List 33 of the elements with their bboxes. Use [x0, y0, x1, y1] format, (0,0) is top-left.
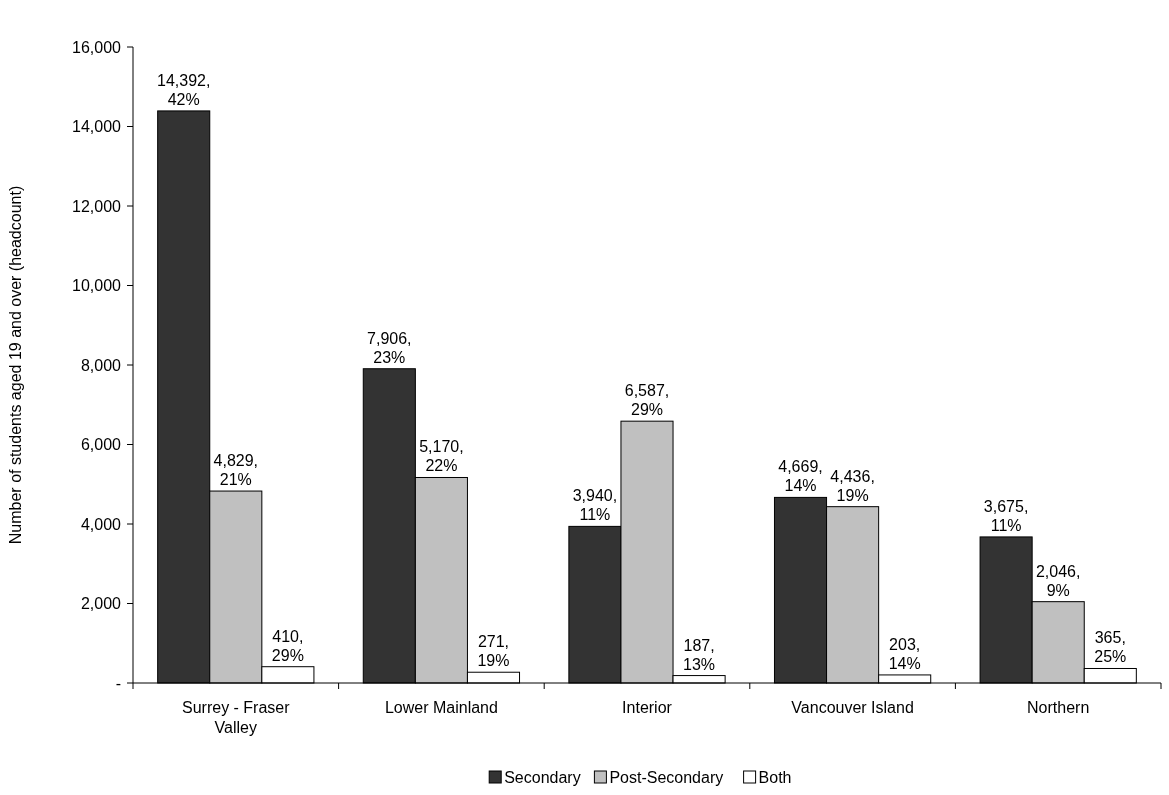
y-axis-title: Number of students aged 19 and over (headcount) [7, 185, 24, 545]
data-label: 14,392, 42% [157, 71, 211, 108]
legend-label: Both [758, 768, 792, 786]
data-label: 3,675, 11% [983, 497, 1029, 534]
data-label: 410, 29% [271, 627, 304, 664]
legend-label: Secondary [504, 768, 581, 786]
y-tick-label: 6,000 [80, 436, 122, 454]
y-tick-label: 2,000 [80, 595, 122, 613]
data-label: 203, 14% [888, 635, 921, 672]
data-label: 187, 13% [683, 636, 716, 673]
y-tick-label: 4,000 [80, 515, 122, 533]
y-tick-label: 12,000 [72, 197, 122, 215]
legend-label: Post-Secondary [609, 768, 724, 786]
data-label: 365, 25% [1094, 629, 1127, 666]
x-tick-label: Surrey - Fraser Valley [182, 699, 291, 736]
data-label: 7,906, 23% [367, 329, 412, 366]
data-label: 4,669, 14% [778, 458, 823, 495]
x-tick-label: Northern [1027, 699, 1090, 716]
data-label: 2,046, 9% [1035, 562, 1081, 599]
data-label: 4,829, 21% [213, 452, 259, 489]
y-tick-label: 14,000 [72, 118, 122, 136]
data-label: 4,436, 19% [830, 467, 875, 504]
x-tick-label: Interior [622, 699, 673, 716]
y-tick-label: 10,000 [72, 277, 122, 295]
data-label: 6,587, 29% [624, 382, 670, 419]
x-tick-label: Vancouver Island [791, 699, 914, 716]
y-tick-label: - [115, 674, 121, 692]
data-label: 271, 19% [477, 633, 510, 670]
y-tick-label: 8,000 [80, 356, 122, 374]
data-label: 5,170, 22% [419, 438, 464, 475]
y-tick-label: 16,000 [72, 38, 122, 56]
data-label: 3,940, 11% [572, 487, 618, 524]
x-tick-label: Lower Mainland [384, 699, 498, 716]
